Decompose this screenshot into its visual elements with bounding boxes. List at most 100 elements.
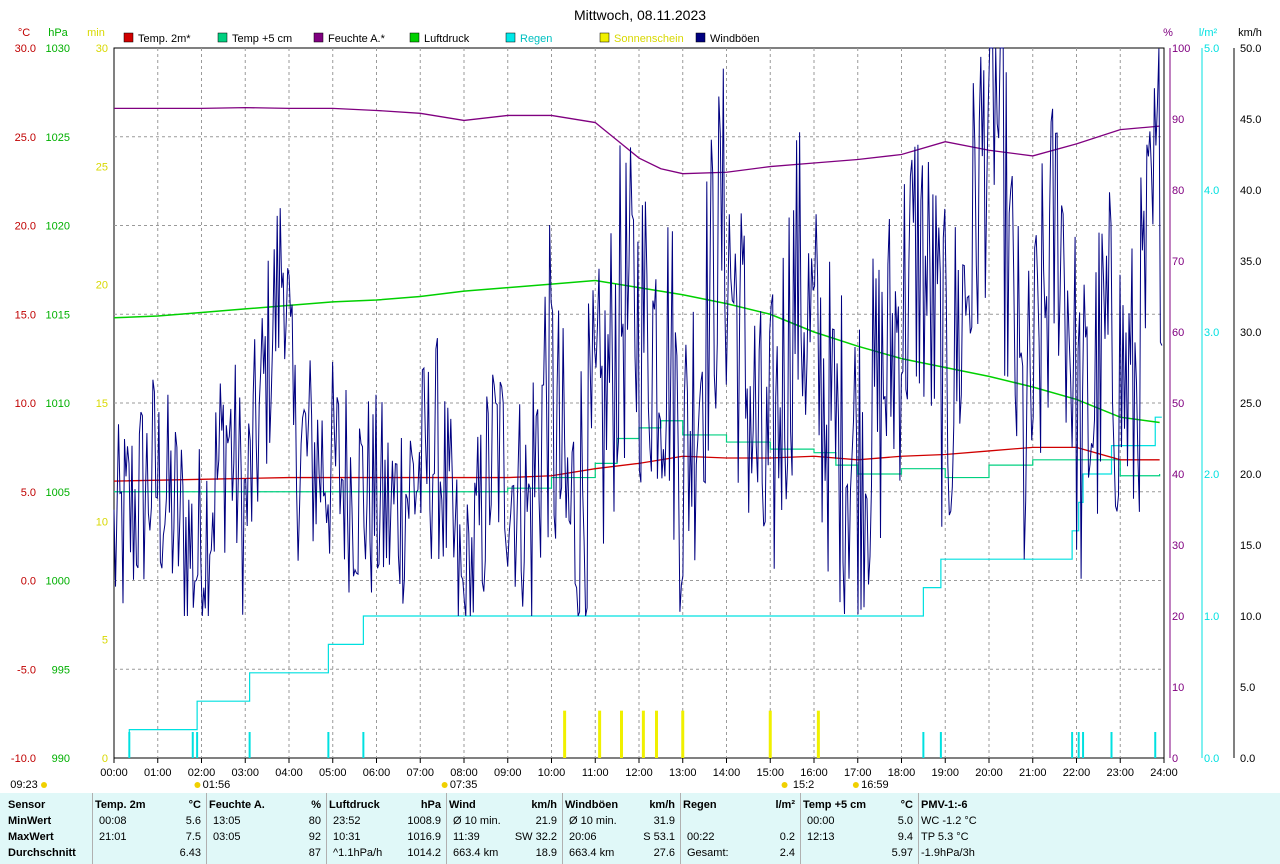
axis-tick-label: 1.0 [1204,611,1219,623]
x-tick-label: 18:00 [888,767,916,779]
axis-tick-label: 1030 [46,43,70,55]
left-axes: -10.0 -5.0 0.0 5.0 10.0 15.0 20.0 25.0 30.0 990 99… [11,27,108,765]
stats-time: ^1.1hPa/h [333,847,383,859]
x-tick-label: 16:00 [800,767,828,779]
pressure-series-line [113,279,1160,424]
axis-tick-label: 30.0 [1240,327,1261,339]
statistics-table: Sensor MinWert MaxWert Durchschnitt Temp. 2m… [0,793,1280,864]
wind-gust-series-line [113,47,1163,617]
legend-label: Temp +5 cm [232,33,292,45]
stats-unit: % [311,799,321,811]
marker-dot [41,782,47,788]
legend: Temp. 2m* Temp +5 cm Feuchte A.* Luftdruck R… [123,32,760,45]
stats-unit: km/h [649,799,675,811]
marker-dot [781,782,788,788]
stats-column: Temp. 2m °C 00:08 5.6 21:01 7.5 6.43 [92,793,207,864]
legend-swatch [695,32,706,43]
rain-unit: l/m² [1199,27,1218,39]
stats-time: -1.9hPa/3h [921,847,975,859]
stats-time: Gesamt: [687,847,729,859]
stats-time: 13:05 [213,815,241,827]
temp-2m-series-line [113,446,1160,482]
axis-tick-label: 2.0 [1204,469,1219,481]
stats-time: 00:00 [807,815,835,827]
stats-time: 03:05 [213,831,241,843]
axis-tick-label: 20.0 [1240,469,1261,481]
axis-tick-label: 10 [96,516,108,528]
x-tick-label: 00:00 [100,767,128,779]
weather-chart: Mittwoch, 08.11.2023 -10.0 -5.0 0.0 5.0 10.0… [10,7,1262,791]
stats-header: Windböen [565,799,619,811]
stats-time: 663.4 km [453,847,499,859]
stats-value: 21.9 [535,815,557,827]
legend-label: Sonnenschein [614,33,684,45]
stats-value: 27.6 [653,847,675,859]
sunshine-bar [563,710,567,758]
x-tick-label: 13:00 [669,767,697,779]
axis-tick-label: 30 [1172,540,1184,552]
marker-label: 01:56 [203,779,231,791]
stats-value: 18.9 [535,847,557,859]
stats-value: 5.97 [891,847,913,859]
x-tick-label: 02:00 [188,767,216,779]
marker-label: 16:59 [861,779,889,791]
stats-unit: hPa [420,799,441,811]
axis-tick-label: 20 [1172,611,1184,623]
legend-label: Regen [520,33,552,45]
axis-tick-label: 0.0 [1240,753,1255,765]
stats-time: Ø 10 min. [569,815,617,827]
stats-row-label: Durchschnitt [8,847,76,859]
stats-column: Wind km/h Ø 10 min. 21.9 11:39 SW 32.2 663.4 k… [446,793,563,864]
stats-time: 12:13 [807,831,835,843]
chart-title: Mittwoch, 08.11.2023 [574,7,706,23]
axis-tick-label: 90 [1172,114,1184,126]
stats-value: 87 [308,847,321,859]
axis-tick-label: 4.0 [1204,185,1219,197]
stats-time: 00:22 [687,831,715,843]
axis-tick-label: 20 [96,280,108,292]
sunshine-bar [655,710,658,758]
axis-tick-label: 0.0 [1204,753,1219,765]
legend-swatch [313,32,324,43]
axis-tick-label: 1005 [46,487,70,499]
legend-swatch [599,32,610,43]
stats-time: 23:52 [333,815,361,827]
legend-label: Windböen [710,33,760,45]
stats-time: 00:08 [99,815,127,827]
axis-tick-label: 990 [52,753,70,765]
legend-swatch [123,32,134,43]
stats-unit: km/h [531,799,557,811]
marker-dot [441,782,448,788]
stats-unit: °C [188,799,201,811]
axis-tick-label: 20.0 [15,221,36,233]
x-tick-label: 22:00 [1063,767,1091,779]
stats-value: S 53.1 [643,831,675,843]
stats-header: Sensor [8,799,46,811]
axis-tick-label: 995 [52,664,70,676]
stats-value: 7.5 [185,831,201,843]
marker-label: 09:23 [10,779,38,791]
stats-header: Regen [683,799,717,811]
marker-dot [194,782,201,788]
axis-tick-label: 45.0 [1240,114,1261,126]
axis-tick-label: 15 [96,398,108,410]
axis-tick-label: 1000 [46,576,70,588]
stats-header: Feuchte A. [209,799,265,811]
axis-tick-label: 60 [1172,327,1184,339]
axis-tick-label: 1020 [46,221,70,233]
stats-time: 20:06 [569,831,597,843]
stats-time: 21:01 [99,831,127,843]
temp-unit: °C [18,27,30,39]
stats-header: Luftdruck [329,799,380,811]
axis-tick-label: 10.0 [15,398,36,410]
stats-value: 5.6 [185,815,201,827]
stats-value: 80 [308,815,321,827]
right-axes: 0 10 20 30 40 50 60 70 80 90 100 0.0 1.0 2.0 3.0 4.0 5.0… [1163,27,1262,765]
x-tick-label: 10:00 [538,767,566,779]
axis-tick-label: 40.0 [1240,185,1261,197]
x-axis: 00:00 01:00 02:00 03:00 04:00 05:00 06:00 07:00… [10,758,1178,791]
stats-column: Regen l/m² 00:22 0.2 Gesamt: 2.4 [680,793,801,864]
axis-tick-label: 10 [1172,682,1184,694]
axis-tick-label: 15.0 [1240,540,1261,552]
stats-time: 663.4 km [569,847,615,859]
